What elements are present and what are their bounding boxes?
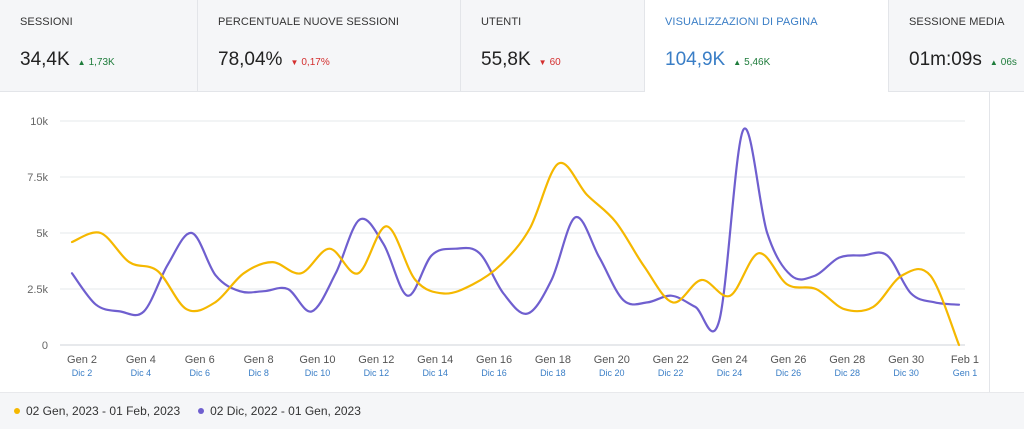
x-tick-label-previous: Dic 24	[717, 368, 743, 378]
x-tick-label: Gen 30	[888, 354, 924, 366]
metric-tiles: SESSIONI 34,4K ▲ 1,73K PERCENTUALE NUOVE …	[0, 0, 1024, 92]
chart-legend: 02 Gen, 2023 - 01 Feb, 2023 02 Dic, 2022…	[0, 392, 1024, 429]
metric-label: UTENTI	[481, 16, 522, 28]
metric-tile-sessions[interactable]: SESSIONI 34,4K ▲ 1,73K	[0, 0, 198, 92]
metric-delta-value: 0,17%	[301, 57, 330, 68]
legend-item-current[interactable]: 02 Gen, 2023 - 01 Feb, 2023	[14, 404, 180, 418]
metric-value: 01m:09s	[909, 49, 982, 70]
arrow-up-icon: ▲	[77, 58, 86, 67]
x-tick-label-previous: Dic 16	[481, 368, 507, 378]
arrow-up-icon: ▲	[733, 58, 742, 67]
metric-label: VISUALIZZAZIONI DI PAGINA	[665, 16, 818, 28]
y-tick-label: 0	[42, 340, 48, 352]
divider	[989, 92, 990, 392]
y-tick-label: 2.5k	[27, 284, 48, 296]
legend-dot-icon	[198, 408, 205, 414]
x-tick-label-previous: Dic 26	[776, 368, 802, 378]
x-tick-label-previous: Dic 4	[131, 368, 152, 378]
x-tick-label: Gen 22	[653, 354, 689, 366]
arrow-down-icon: ▼	[290, 58, 299, 67]
metric-label: SESSIONI	[20, 16, 73, 28]
x-tick-label-previous: Dic 2	[72, 368, 93, 378]
x-tick-label-previous: Dic 18	[540, 368, 566, 378]
legend-item-previous[interactable]: 02 Dic, 2022 - 01 Gen, 2023	[198, 404, 361, 418]
metric-label: PERCENTUALE NUOVE SESSIONI	[218, 16, 400, 28]
legend-dot-icon	[14, 408, 20, 414]
metric-tile-pageviews[interactable]: VISUALIZZAZIONI DI PAGINA 104,9K ▲ 5,46K	[645, 0, 889, 92]
metric-tile-users[interactable]: UTENTI 55,8K ▼ 60	[461, 0, 645, 92]
arrow-down-icon: ▼	[538, 58, 547, 67]
metric-value: 55,8K	[481, 49, 531, 70]
metric-value: 78,04%	[218, 49, 283, 70]
x-tick-label: Gen 6	[185, 354, 215, 366]
metric-delta-value: 06s	[1000, 57, 1017, 68]
x-tick-label: Gen 10	[299, 354, 335, 366]
x-tick-label: Gen 14	[417, 354, 453, 366]
arrow-up-icon: ▲	[989, 58, 998, 67]
metric-value: 104,9K	[665, 49, 726, 70]
y-tick-label: 10k	[30, 116, 48, 128]
x-tick-label: Gen 12	[358, 354, 394, 366]
legend-label: 02 Dic, 2022 - 01 Gen, 2023	[210, 404, 361, 418]
x-tick-label-previous: Dic 10	[305, 368, 331, 378]
chart-area: 0 2.5k 5k 7.5k 10k Gen 2 Dic 2 Gen 4 Dic 4 Gen 6 D…	[0, 92, 1024, 392]
y-tick-label: 7.5k	[27, 172, 48, 184]
legend-label: 02 Gen, 2023 - 01 Feb, 2023	[26, 404, 181, 418]
x-tick-label-previous: Dic 8	[248, 368, 269, 378]
x-tick-label-previous: Dic 30	[893, 368, 919, 378]
x-tick-label-previous: Dic 14	[422, 368, 448, 378]
metric-delta: ▼ 60	[539, 57, 561, 68]
x-tick-label: Gen 24	[711, 354, 747, 366]
metric-delta: ▲ 06s	[990, 57, 1017, 68]
metric-delta-value: 60	[549, 57, 561, 68]
x-tick-label: Gen 28	[829, 354, 865, 366]
x-tick-label: Gen 4	[126, 354, 156, 366]
x-tick-label: Gen 20	[594, 354, 630, 366]
x-tick-label-previous: Dic 12	[364, 368, 390, 378]
metric-delta: ▲ 1,73K	[78, 57, 115, 68]
x-tick-label: Feb 1	[951, 354, 979, 366]
metric-delta-value: 5,46K	[744, 57, 771, 68]
series-line-current	[70, 161, 961, 347]
metric-tile-avg-session[interactable]: SESSIONE MEDIA 01m:09s ▲ 06s	[889, 0, 1024, 92]
series-line-previous	[70, 127, 961, 333]
metric-label: SESSIONE MEDIA	[909, 16, 1005, 28]
x-tick-label-previous: Dic 22	[658, 368, 684, 378]
x-tick-label-previous: Gen 1	[953, 368, 978, 378]
x-tick-label-previous: Dic 6	[189, 368, 210, 378]
metric-delta-value: 1,73K	[88, 57, 115, 68]
x-tick-label: Gen 8	[244, 354, 274, 366]
metric-delta: ▼ 0,17%	[290, 57, 329, 68]
line-chart: 0 2.5k 5k 7.5k 10k Gen 2 Dic 2 Gen 4 Dic 4 Gen 6 D…	[27, 116, 979, 378]
x-tick-label-previous: Dic 28	[835, 368, 861, 378]
x-tick-label: Gen 26	[770, 354, 806, 366]
x-tick-label: Gen 16	[476, 354, 512, 366]
metric-value: 34,4K	[20, 49, 70, 70]
x-tick-label: Gen 2	[67, 354, 97, 366]
metric-tile-new-sessions[interactable]: PERCENTUALE NUOVE SESSIONI 78,04% ▼ 0,17%	[198, 0, 461, 92]
x-tick-label-previous: Dic 20	[599, 368, 625, 378]
y-tick-label: 5k	[36, 228, 48, 240]
metric-delta: ▲ 5,46K	[733, 57, 770, 68]
x-tick-label: Gen 18	[535, 354, 571, 366]
